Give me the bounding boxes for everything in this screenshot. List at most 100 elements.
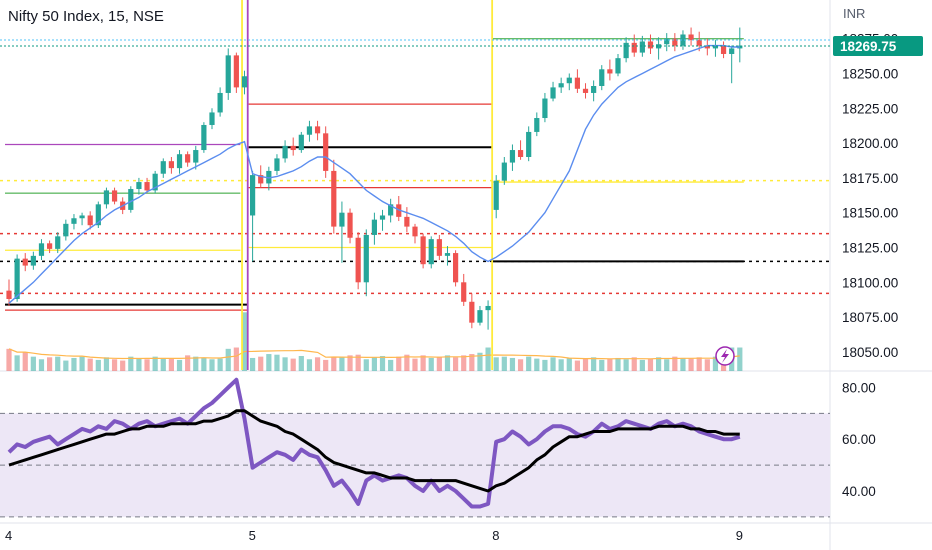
candle-body — [680, 34, 686, 46]
sma-line — [8, 44, 740, 304]
candle-body — [420, 236, 426, 265]
rsi-tick-label: 80.00 — [842, 381, 876, 396]
candle-body — [379, 215, 386, 220]
volume-bar — [347, 355, 353, 371]
candle-body — [144, 182, 150, 191]
volume-bar — [493, 357, 499, 371]
candle-body — [501, 162, 507, 181]
price-tick-label: 18075.00 — [842, 310, 898, 325]
volume-bar — [355, 354, 361, 371]
candle-body — [656, 44, 662, 49]
volume-ma-line — [8, 348, 740, 360]
candle-body — [444, 253, 451, 256]
volume-bar — [185, 355, 191, 371]
volume-bar — [599, 359, 605, 371]
volume-histogram — [6, 312, 743, 371]
volume-bar — [201, 357, 207, 371]
indicator-lines — [0, 39, 830, 509]
volume-bar — [712, 356, 719, 371]
price-tick-label: 18175.00 — [842, 171, 898, 186]
candle-body — [542, 98, 548, 119]
volume-bar — [420, 355, 426, 371]
volume-bar — [737, 347, 743, 371]
candle-body — [290, 145, 296, 151]
candle-body — [152, 173, 158, 191]
volume-bar — [331, 356, 337, 371]
candle-body — [128, 189, 134, 210]
candle-body — [461, 282, 467, 302]
candle-body — [22, 258, 28, 266]
last-price-badge — [833, 35, 923, 56]
price-tick-label: 18100.00 — [842, 275, 898, 290]
volume-bar — [647, 358, 654, 371]
candle-body — [574, 77, 580, 89]
candle-body — [534, 118, 540, 132]
candle-body — [103, 190, 110, 205]
candle-body — [363, 234, 369, 283]
volume-bar — [688, 358, 694, 371]
volume-bar — [79, 356, 85, 371]
candle-body — [30, 255, 36, 266]
price-tick-label: 18225.00 — [842, 101, 898, 116]
time-tick-label: 4 — [5, 528, 12, 543]
candle-body — [615, 58, 621, 74]
volume-bar — [339, 357, 345, 371]
last-price-label: 18269.75 — [840, 39, 897, 54]
candle-body — [258, 175, 264, 184]
volume-bar — [388, 359, 394, 371]
rsi-tick-label: 60.00 — [842, 432, 876, 447]
candle-body — [201, 124, 207, 151]
candle-body — [95, 204, 101, 226]
volume-bar — [274, 354, 280, 371]
volume-bar — [582, 358, 589, 371]
price-tick-label: 18250.00 — [842, 66, 898, 81]
candle-body — [566, 77, 572, 84]
volume-bar — [152, 356, 158, 371]
volume-bar — [120, 360, 126, 371]
volume-bar — [404, 354, 410, 371]
volume-bar — [591, 357, 597, 371]
volume-bar — [469, 354, 475, 371]
price-tick-label: 18150.00 — [842, 206, 898, 221]
candle-body — [647, 41, 654, 49]
candle-body — [436, 239, 442, 256]
volume-bar — [250, 357, 256, 371]
volume-bar — [517, 359, 524, 371]
candle-body — [136, 182, 142, 190]
volume-bar — [704, 359, 710, 371]
volume-bar — [485, 347, 491, 371]
volume-bar — [87, 358, 93, 371]
rsi-ma-line — [8, 409, 740, 493]
candle-body — [79, 215, 85, 219]
candle-body — [282, 145, 288, 159]
volume-bar — [534, 358, 540, 371]
volume-bar — [209, 359, 215, 371]
candle-body — [696, 40, 702, 46]
candle-body — [176, 154, 183, 169]
candle-body — [469, 301, 475, 323]
volume-bar — [38, 359, 45, 371]
volume-bar — [363, 359, 369, 371]
candle-body — [729, 48, 735, 54]
candle-body — [582, 88, 589, 93]
candle-body — [485, 305, 491, 311]
candle-body — [388, 204, 394, 216]
volume-bar — [436, 356, 442, 371]
volume-bar — [696, 357, 702, 371]
volume-bar — [144, 359, 150, 371]
candle-body — [274, 158, 280, 171]
currency-label: INR — [843, 6, 866, 21]
candle-body — [55, 236, 61, 249]
price-tick-label: 18200.00 — [842, 136, 898, 151]
chart-title: Nifty 50 Index, 15, NSE — [8, 8, 164, 25]
volume-bar — [6, 348, 12, 371]
candle-body — [453, 253, 459, 283]
lightning-icon-bolt — [721, 349, 729, 363]
volume-bar — [631, 357, 637, 371]
candle-body — [71, 218, 77, 224]
volume-bar — [323, 359, 329, 371]
volume-bar — [136, 357, 142, 371]
candle-body — [193, 150, 199, 163]
volume-bar — [217, 358, 223, 371]
